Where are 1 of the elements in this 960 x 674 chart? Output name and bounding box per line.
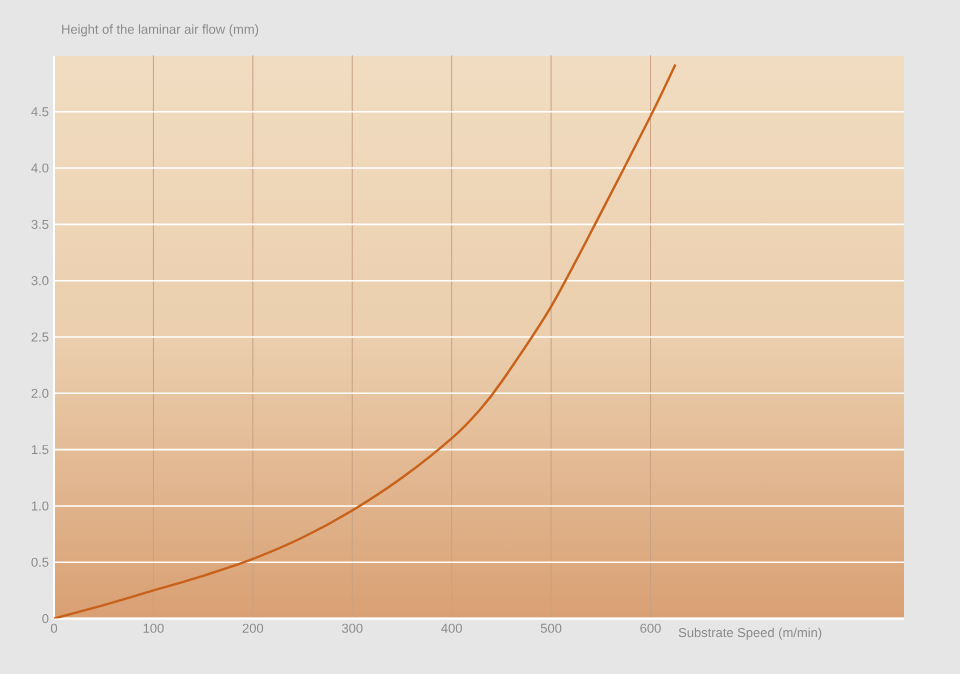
line-series: [54, 63, 677, 619]
